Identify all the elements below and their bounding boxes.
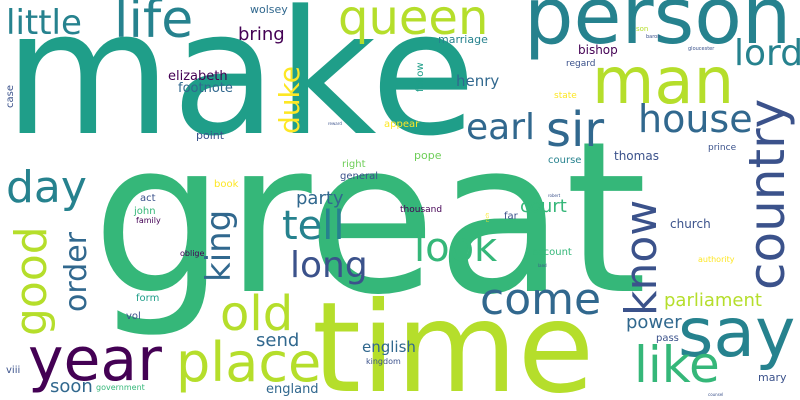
word-point: point [196,129,225,142]
word-state: state [554,91,577,101]
word-church: church [670,217,711,231]
word-order: order [59,232,94,312]
word-send: send [256,330,300,351]
word-duke: duke [273,66,306,134]
word-know: know [616,199,667,316]
word-look: look [414,225,498,271]
word-counsel: counsel [708,392,724,397]
word-little: little [6,3,82,43]
word-robert: robert [548,193,561,198]
word-prince: prince [708,143,737,153]
word-authority: authority [698,255,735,264]
word-sir: sir [546,102,605,158]
word-far: far [504,211,518,222]
word-lord: lord [734,33,800,74]
word-pope: pope [414,149,442,162]
word-bring: bring [238,24,285,45]
word-person: person [524,0,792,62]
word-come: come [480,274,602,325]
word-make: make [4,0,477,174]
word-thousand: thousand [400,205,443,215]
word-oblige: oblige [180,249,205,258]
word-son: son [636,25,649,33]
word-court: court [520,196,567,217]
word-book: book [214,179,239,190]
word-man: man [592,45,735,119]
word-account: account [532,247,572,258]
word-england: england [266,382,319,397]
word-appear: appear [384,119,420,130]
word-life: life [114,0,194,50]
word-form: form [136,293,160,304]
word-government: government [96,383,145,392]
word-soon: soon [50,376,93,397]
word-earl: earl [466,107,536,148]
word-mary: mary [758,371,787,384]
word-old: old [220,286,294,342]
word-rich: rich [485,212,491,222]
word-follow: follow [415,62,426,93]
word-time: time [312,276,595,400]
word-party: party [296,188,344,209]
word-day: day [6,162,87,213]
word-footnote: footnote [178,81,233,96]
word-kingdom: kingdom [366,357,401,366]
word-english: english [362,338,416,356]
word-thomas: thomas [614,149,659,163]
word-pass: pass [656,333,679,344]
word-act: act [140,193,156,204]
word-viii: viii [6,365,21,376]
word-power: power [626,312,682,333]
word-family: family [136,216,161,225]
word-baron: baron [646,34,661,40]
word-wolsey: wolsey [250,3,288,16]
word-good: good [6,226,57,336]
word-say: say [678,294,796,373]
word-marriage: marriage [438,33,488,46]
word-like: like [634,336,720,394]
word-land: land [538,263,547,268]
word-queen: queen [338,0,489,46]
word-gloucester: gloucester [688,46,715,52]
word-regard: regard [566,59,596,69]
word-vol: vol [126,311,141,322]
word-parliament: parliament [664,290,762,311]
word-course: course [548,155,582,166]
word-house: house [638,97,753,141]
word-case: case [5,85,16,108]
word-henry: henry [456,72,500,90]
word-reward: reward [328,121,342,126]
word-general: general [340,171,379,182]
word-tell: tell [282,203,345,249]
word-right: right [342,159,366,170]
word-bishop: bishop [578,43,618,57]
word-long: long [290,245,368,286]
word-john: john [134,206,156,217]
word-king: king [199,209,239,282]
word-great: great [92,96,648,341]
word-year: year [28,325,162,395]
word-place: place [176,331,322,394]
word-elizabeth: elizabeth [168,69,228,84]
